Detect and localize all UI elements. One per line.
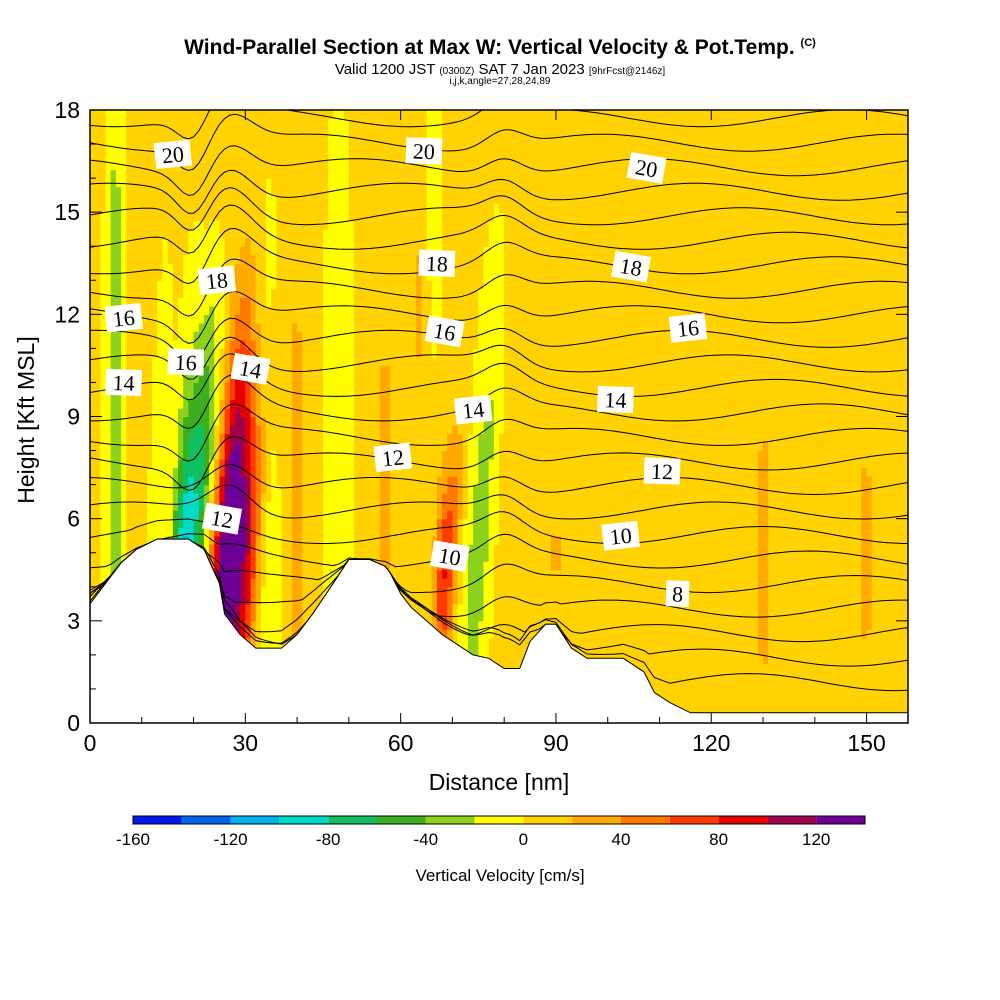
theta-label: 14 (453, 394, 493, 425)
theta-label: 16 (167, 348, 205, 376)
theta-label-text: 18 (425, 251, 448, 277)
theta-label: 10 (601, 520, 640, 551)
colorbar-tick-label: 120 (802, 830, 830, 849)
theta-label: 16 (104, 302, 143, 333)
theta-contours (90, 110, 908, 692)
colorbar-frame (132, 815, 866, 825)
theta-label: 14 (105, 368, 143, 397)
colorbar-swatch (523, 816, 573, 824)
grid-indices-line: i,j,k,angle=27,28,24,89 (449, 76, 551, 87)
y-tick-label: 0 (67, 710, 80, 736)
theta-label-text: 16 (111, 305, 135, 332)
theta-label: 20 (626, 151, 667, 184)
valid-utc: (0300Z) (439, 66, 475, 77)
colorbar-tick-label: -160 (116, 830, 150, 849)
copyright-mark: (C) (800, 37, 816, 49)
colorbar: -160 -120 -80 -40 0 40 80 120 (116, 815, 866, 849)
theta-label-text: 14 (461, 397, 485, 424)
y-tick-label: 18 (54, 97, 80, 123)
y-tick-label: 3 (67, 608, 80, 634)
colorbar-tick-label: -80 (316, 830, 341, 849)
colorbar-title: Vertical Velocity [cm/s] (415, 866, 584, 885)
colorbar-swatch (669, 816, 719, 824)
colorbar-swatch (181, 816, 231, 824)
y-tick-label: 15 (54, 199, 80, 225)
theta-label-text: 14 (237, 355, 263, 383)
theta-label: 14 (597, 385, 634, 414)
theta-label: 18 (611, 250, 652, 283)
x-axis-title: Distance [nm] (429, 769, 570, 795)
colorbar-tick-label: 80 (709, 830, 728, 849)
theta-label-text: 20 (633, 154, 659, 182)
colorbar-tick-label: -40 (414, 830, 439, 849)
theta-label: 8 (665, 580, 690, 607)
colorbar-swatch (425, 816, 475, 824)
colorbar-tick-label: 0 (519, 830, 528, 849)
colorbar-swatch (279, 816, 329, 824)
colorbar-tick-label: -120 (214, 830, 248, 849)
valid-prefix: Valid 1200 JST (334, 61, 436, 78)
theta-label: 12 (643, 457, 681, 485)
theta-label-text: 10 (608, 523, 632, 550)
y-tick-label: 9 (67, 404, 80, 430)
colorbar-swatch (767, 816, 817, 824)
theta-label-text: 12 (651, 459, 674, 485)
theta-label-text: 12 (209, 505, 235, 533)
theta-label-text: 18 (205, 267, 229, 294)
theta-label-text: 14 (604, 387, 627, 413)
colorbar-swatch (133, 816, 182, 824)
theta-label-text: 16 (432, 318, 458, 346)
theta-label-text: 14 (112, 370, 135, 396)
colorbar-swatch (328, 816, 377, 824)
theta-label: 12 (202, 502, 243, 535)
x-tick-label: 60 (388, 730, 414, 756)
theta-contour-labels: 20 20 20 18 18 18 16 16 16 16 14 14 14 14 12 12 12 10 10 8 (104, 137, 708, 607)
theta-label-text: 16 (676, 315, 700, 342)
theta-label: 12 (373, 442, 413, 473)
theta-label: 16 (424, 315, 465, 348)
theta-label: 10 (429, 540, 470, 573)
colorbar-swatch (718, 816, 768, 824)
theta-label-text: 8 (672, 581, 684, 606)
theta-label: 18 (418, 249, 456, 277)
theta-label: 20 (153, 139, 193, 170)
colorbar-swatch (474, 816, 524, 824)
chart-subtitle: Valid 1200 JST (0300Z) SAT 7 Jan 2023 [9… (0, 61, 1000, 78)
valid-date: SAT 7 Jan 2023 (478, 61, 585, 78)
theta-label-text: 20 (412, 138, 435, 164)
theta-label-text: 18 (618, 253, 644, 281)
terrain (90, 538, 908, 723)
colorbar-swatch (621, 816, 670, 824)
forecast-info: [9hrFcst@2146z] (588, 66, 666, 77)
chart-title: Wind-Parallel Section at Max W: Vertical… (184, 36, 816, 59)
axes: 0 30 60 90 120 150 0 3 6 9 12 15 18 (54, 97, 908, 756)
colorbar-swatch (572, 816, 621, 824)
theta-label-text: 16 (174, 350, 197, 376)
x-tick-label: 30 (233, 730, 259, 756)
colorbar-swatch (230, 816, 280, 824)
x-tick-label: 120 (692, 730, 730, 756)
theta-label-text: 12 (381, 444, 405, 471)
theta-label-text: 20 (161, 141, 185, 168)
colorbar-swatch (377, 816, 426, 824)
y-tick-label: 12 (54, 301, 80, 327)
theta-label: 16 (668, 313, 708, 343)
theta-label-text: 10 (437, 542, 463, 570)
y-tick-label: 6 (67, 506, 80, 532)
theta-label: 20 (405, 137, 443, 165)
x-tick-label: 0 (84, 730, 97, 756)
x-tick-label: 90 (543, 730, 569, 756)
theta-label: 18 (197, 265, 237, 296)
colorbar-swatch (816, 816, 865, 824)
colorbar-tick-label: 40 (612, 830, 631, 849)
x-tick-label: 150 (847, 730, 885, 756)
theta-label: 14 (230, 352, 271, 385)
y-axis-title: Height [Kft MSL] (13, 336, 39, 503)
